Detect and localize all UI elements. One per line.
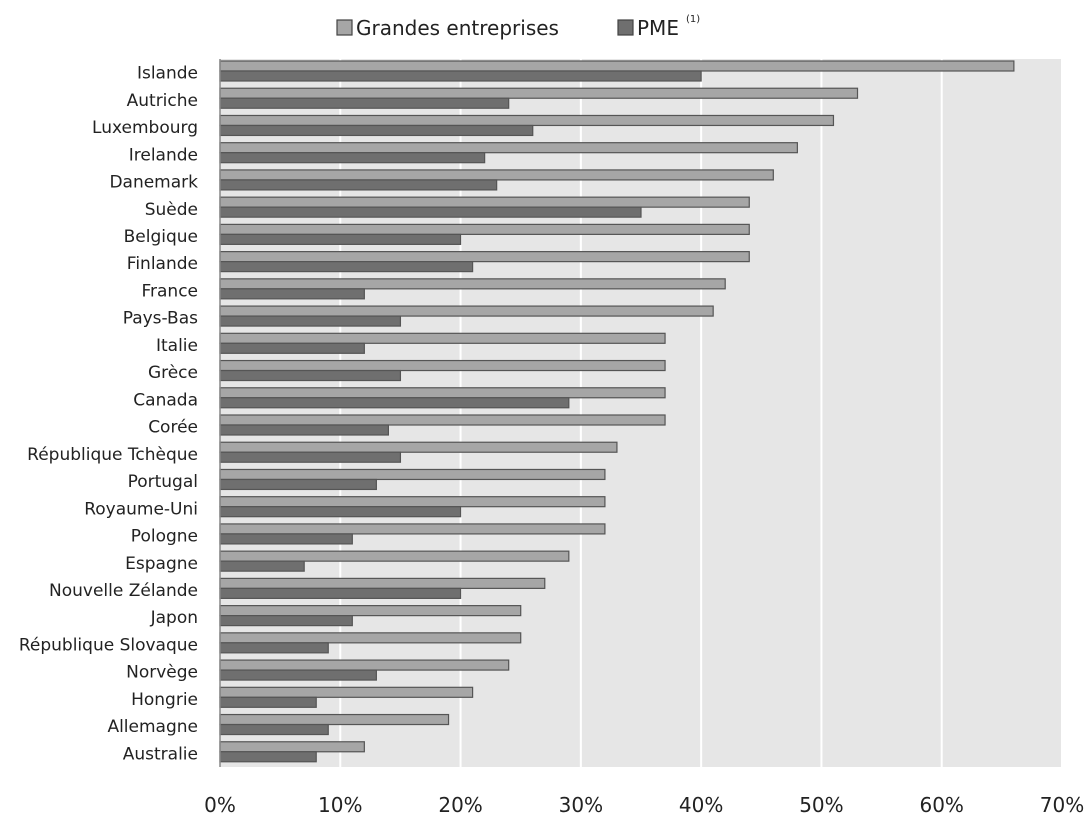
x-tick-label: 30%	[559, 793, 603, 815]
category-label-finlande: Finlande	[127, 254, 198, 274]
category-labels: Islande Autriche Luxembourg Irelande Danemar…	[19, 64, 198, 765]
bar-grandes-entreprises-royaume-uni	[219, 496, 606, 508]
category-label-islande: Islande	[137, 64, 198, 84]
bar-pme-belgique	[219, 233, 462, 245]
bar-grandes-entreprises-portugal	[219, 468, 606, 481]
bar-grandes-entreprises-autriche	[219, 87, 859, 99]
legend-superscript-pme: (1)	[686, 14, 700, 25]
legend: Grandes entreprises PME (1)	[336, 14, 700, 40]
category-label-belgique: Belgique	[124, 227, 198, 247]
bar-grandes-entreprises-coree	[219, 414, 666, 426]
bar-pme-irelande	[219, 152, 486, 164]
bar-grandes-entreprises-suede	[219, 196, 750, 208]
bar-pme-france	[219, 288, 365, 300]
category-label-italie: Italie	[156, 336, 198, 356]
x-tick-label: 20%	[438, 793, 482, 815]
category-label-pays-bas: Pays-Bas	[123, 309, 198, 329]
category-label-france: France	[141, 281, 198, 301]
bar-grandes-entreprises-belgique	[219, 223, 750, 235]
category-label-coree: Corée	[148, 418, 198, 438]
bar-pme-canada	[219, 397, 570, 409]
bar-grandes-entreprises-nouvelle-zelande	[219, 577, 546, 589]
bar-grandes-entreprises-pays-bas	[219, 305, 714, 317]
bar-pme-royaume-uni	[219, 506, 462, 518]
bar-pme-republique-slovaque	[219, 642, 329, 654]
bar-pme-allemagne	[219, 723, 329, 736]
category-label-portugal: Portugal	[128, 472, 198, 492]
category-label-grece: Grèce	[148, 363, 198, 383]
bar-pme-pologne	[219, 533, 353, 545]
bar-grandes-entreprises-hongrie	[219, 686, 474, 698]
category-label-canada: Canada	[133, 390, 198, 410]
category-label-suede: Suède	[145, 200, 198, 220]
bar-pme-nouvelle-zelande	[219, 587, 462, 599]
bar-grandes-entreprises-pologne	[219, 523, 606, 535]
x-tick-labels: 0% 10% 20% 30% 40% 50% 60% 70%	[204, 793, 1084, 815]
bar-grandes-entreprises-canada	[219, 387, 666, 399]
bar-pme-suede	[219, 206, 642, 218]
bar-pme-finlande	[219, 261, 474, 273]
category-label-luxembourg: Luxembourg	[92, 118, 198, 138]
bar-grandes-entreprises-france	[219, 278, 726, 290]
bar-pme-italie	[219, 342, 365, 354]
category-label-republique-tcheque: République Tchèque	[27, 445, 198, 465]
legend-label-grandes-entreprises: Grandes entreprises	[356, 16, 559, 40]
category-label-hongrie: Hongrie	[131, 690, 198, 710]
bar-grandes-entreprises-republique-tcheque	[219, 441, 618, 453]
bar-pme-espagne	[219, 560, 305, 572]
bar-pme-danemark	[219, 179, 498, 191]
bar-grandes-entreprises-irelande	[219, 142, 798, 154]
bar-grandes-entreprises-luxembourg	[219, 114, 835, 127]
bar-grandes-entreprises-italie	[219, 332, 666, 344]
bar-grandes-entreprises-allemagne	[219, 713, 450, 726]
x-tick-label: 60%	[919, 793, 963, 815]
x-tick-label: 10%	[318, 793, 362, 815]
category-label-irelande: Irelande	[129, 145, 198, 165]
category-label-norvege: Norvège	[126, 663, 198, 683]
bar-grandes-entreprises-finlande	[219, 251, 750, 263]
bar-pme-islande	[219, 70, 702, 82]
category-label-allemagne: Allemagne	[107, 717, 198, 737]
bar-grandes-entreprises-republique-slovaque	[219, 632, 522, 644]
bar-grandes-entreprises-norvege	[219, 659, 510, 671]
bar-pme-grece	[219, 369, 402, 382]
bar-grandes-entreprises-islande	[219, 60, 1015, 72]
bar-pme-autriche	[219, 97, 510, 109]
category-label-nouvelle-zelande: Nouvelle Zélande	[49, 581, 198, 601]
bar-pme-japon	[219, 615, 353, 627]
legend-label-pme: PME	[637, 16, 679, 40]
x-tick-label: 50%	[799, 793, 843, 815]
bar-grandes-entreprises-australie	[219, 741, 365, 753]
legend-swatch-grandes-entreprises	[336, 19, 353, 36]
x-tick-label: 40%	[679, 793, 723, 815]
category-label-australie: Australie	[123, 744, 198, 764]
bar-pme-pays-bas	[219, 315, 402, 327]
bar-pme-hongrie	[219, 696, 317, 708]
category-label-danemark: Danemark	[109, 173, 198, 193]
legend-swatch-pme	[617, 19, 634, 36]
bar-pme-portugal	[219, 478, 377, 491]
bar-pme-luxembourg	[219, 124, 534, 137]
bars	[219, 60, 1015, 763]
bar-pme-norvege	[219, 669, 377, 681]
bar-grandes-entreprises-grece	[219, 359, 666, 372]
bar-pme-republique-tcheque	[219, 451, 402, 463]
bar-grandes-entreprises-danemark	[219, 169, 774, 181]
bar-pme-coree	[219, 424, 389, 436]
category-label-republique-slovaque: République Slovaque	[19, 635, 198, 655]
bar-grandes-entreprises-espagne	[219, 550, 570, 562]
category-label-espagne: Espagne	[125, 554, 198, 574]
x-tick-label: 70%	[1040, 793, 1084, 815]
category-label-pologne: Pologne	[131, 527, 198, 547]
category-label-royaume-uni: Royaume-Uni	[84, 499, 198, 519]
x-tick-label: 0%	[204, 793, 236, 815]
category-label-autriche: Autriche	[127, 91, 198, 111]
bar-pme-australie	[219, 751, 317, 763]
bar-grandes-entreprises-japon	[219, 605, 522, 617]
category-label-japon: Japon	[150, 608, 198, 628]
